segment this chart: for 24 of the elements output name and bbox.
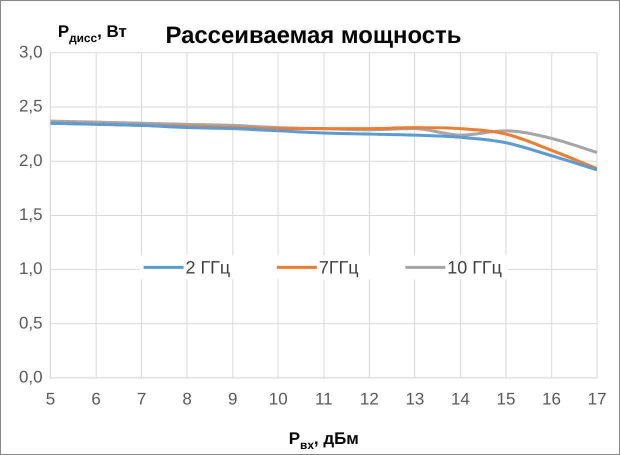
x-tick-label: 5 xyxy=(46,390,56,409)
x-tick-label: 7 xyxy=(136,390,146,409)
x-tick-label: 8 xyxy=(182,390,192,409)
x-tick-label: 9 xyxy=(228,390,238,409)
x-tick-label: 12 xyxy=(360,390,379,409)
legend-label: 7ГГц xyxy=(318,257,359,278)
y-tick-label: 0,5 xyxy=(18,313,42,332)
y-tick-label: 2,0 xyxy=(18,150,42,170)
y-tick-label: 2,5 xyxy=(18,96,42,116)
x-tick-label: 17 xyxy=(588,390,606,409)
chart-title: Рассеиваемая мощность xyxy=(165,22,462,49)
x-tick-label: 15 xyxy=(496,390,516,409)
x-tick-label: 11 xyxy=(314,390,333,409)
x-tick-label: 16 xyxy=(542,390,561,409)
legend-label: 2 ГГц xyxy=(185,257,230,278)
y-tick-label: 1,5 xyxy=(18,205,42,224)
x-tick-label: 10 xyxy=(268,390,288,409)
y-tick-label: 1,0 xyxy=(18,259,42,278)
x-tick-label: 14 xyxy=(451,390,470,409)
x-tick-label: 13 xyxy=(405,390,424,409)
x-tick-label: 6 xyxy=(91,390,101,409)
legend-label: 10 ГГц xyxy=(447,257,502,278)
y-tick-label: 0,0 xyxy=(18,368,42,387)
y-tick-label: 3,0 xyxy=(18,42,42,62)
